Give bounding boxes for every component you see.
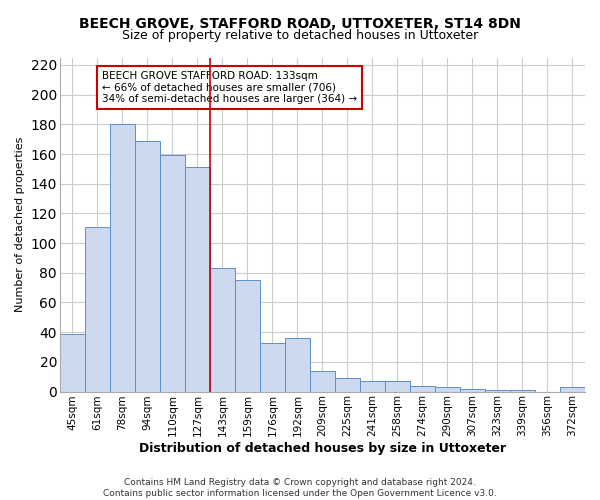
Bar	[285, 338, 310, 392]
Bar	[85, 226, 110, 392]
Bar	[460, 388, 485, 392]
Text: BEECH GROVE, STAFFORD ROAD, UTTOXETER, ST14 8DN: BEECH GROVE, STAFFORD ROAD, UTTOXETER, S…	[79, 18, 521, 32]
Text: Contains HM Land Registry data © Crown copyright and database right 2024.
Contai: Contains HM Land Registry data © Crown c…	[103, 478, 497, 498]
Bar	[360, 381, 385, 392]
Bar	[260, 342, 285, 392]
Bar	[485, 390, 510, 392]
Y-axis label: Number of detached properties: Number of detached properties	[15, 137, 25, 312]
Title: BEECH GROVE, STAFFORD ROAD, UTTOXETER, ST14 8DN
Size of property relative to det: BEECH GROVE, STAFFORD ROAD, UTTOXETER, S…	[0, 499, 1, 500]
Bar	[385, 381, 410, 392]
Bar	[60, 334, 85, 392]
Bar	[310, 371, 335, 392]
Bar	[560, 387, 585, 392]
Bar	[510, 390, 535, 392]
Bar	[135, 140, 160, 392]
Bar	[110, 124, 135, 392]
Bar	[160, 156, 185, 392]
Bar	[210, 268, 235, 392]
Text: BEECH GROVE STAFFORD ROAD: 133sqm
← 66% of detached houses are smaller (706)
34%: BEECH GROVE STAFFORD ROAD: 133sqm ← 66% …	[102, 71, 357, 104]
Bar	[185, 168, 210, 392]
Bar	[435, 387, 460, 392]
Text: Size of property relative to detached houses in Uttoxeter: Size of property relative to detached ho…	[122, 29, 478, 42]
Bar	[235, 280, 260, 392]
X-axis label: Distribution of detached houses by size in Uttoxeter: Distribution of detached houses by size …	[139, 442, 506, 455]
Bar	[335, 378, 360, 392]
Bar	[410, 386, 435, 392]
